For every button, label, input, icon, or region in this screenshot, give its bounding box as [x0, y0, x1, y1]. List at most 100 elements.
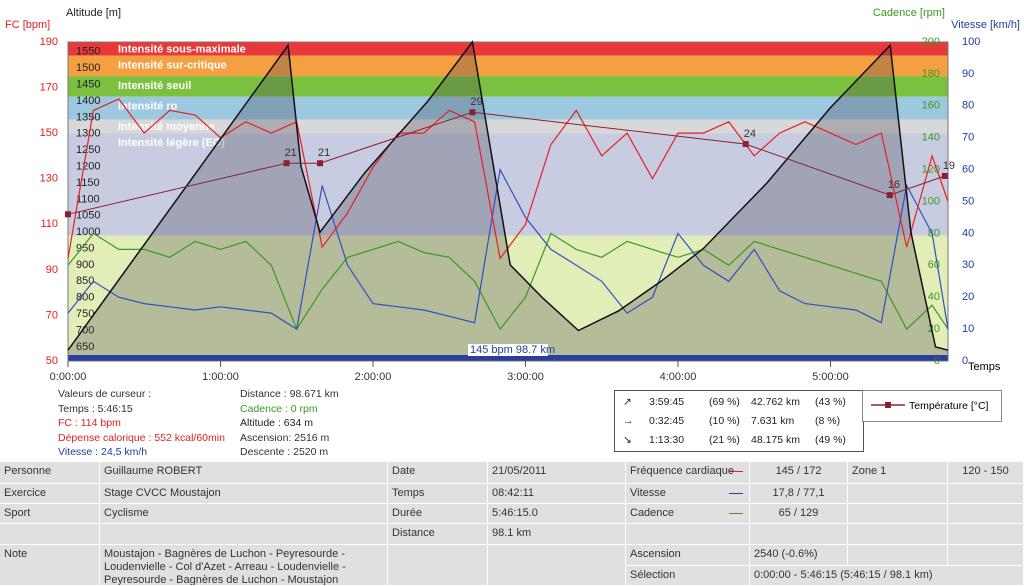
zone-label: Intensité seuil: [118, 80, 191, 92]
table-cell: [948, 545, 1024, 566]
cadence-tick-label: 100: [922, 195, 940, 207]
x-tick-label: 5:00:00: [812, 371, 849, 383]
table-cell: [848, 484, 948, 504]
altitude-tick-label: 1000: [76, 226, 100, 238]
temperature-point: [317, 160, 324, 167]
time-strip: [68, 355, 948, 361]
table-cell: Personne: [0, 462, 100, 484]
annotation-bg: [468, 344, 548, 356]
table-cell: Cyclisme: [100, 504, 388, 524]
fc-tick-label: 130: [40, 173, 58, 185]
stats-value: (8 %): [815, 415, 841, 427]
table-cell: Vitesse: [626, 484, 750, 504]
temperature-label: 19: [943, 160, 955, 172]
altitude-line: [67, 40, 949, 351]
stats-value: 1:13:30: [649, 434, 685, 446]
table-cell: Sélection: [626, 566, 750, 586]
table-cell: [948, 524, 1024, 545]
vitesse-tick-label: 30: [962, 259, 974, 271]
table-cell: 21/05/2011: [488, 462, 626, 484]
vitesse-tick-label: 100: [962, 36, 980, 48]
temperature-label: 29: [470, 96, 482, 108]
legend: Température [°C]: [862, 390, 1002, 422]
x-tick-label: 2:00:00: [355, 371, 392, 383]
table-cell: Temps: [388, 484, 488, 504]
cursor-value: FC : 114 bpm: [58, 417, 121, 429]
fc-tick-label: 110: [40, 218, 58, 230]
vitesse-tick-label: 80: [962, 100, 974, 112]
fc-axis-title: FC [bpm]: [5, 19, 50, 31]
table-cell: 65 / 129: [750, 504, 848, 524]
altitude-axis-title: Altitude [m]: [66, 7, 121, 19]
temperature-label: 21: [318, 147, 330, 159]
stats-value: (21 %): [709, 434, 740, 446]
cursor-value: Ascension: 2516 m: [240, 431, 330, 444]
table-cell: 120 - 150: [948, 462, 1024, 484]
x-tick-label: 3:00:00: [507, 371, 544, 383]
zone-label: Intensité légère (EG): [118, 137, 225, 149]
temperature-point: [65, 211, 71, 218]
vitesse-tick-label: 20: [962, 291, 974, 303]
temperature-label: 16: [888, 179, 900, 191]
vitesse-axis-title: Vitesse [km/h]: [951, 19, 1020, 31]
temperature-point: [469, 109, 476, 116]
temperature-point: [283, 160, 290, 167]
altitude-tick-label: 850: [76, 275, 94, 287]
table-cell: 2540 (-0.6%): [750, 545, 848, 566]
cadence-tick-label: 40: [928, 291, 940, 303]
series-line: [67, 98, 949, 260]
stats-value: ↗: [623, 396, 632, 408]
table-cell: 0:00:00 - 5:46:15 (5:46:15 / 98.1 km): [750, 566, 1024, 586]
altitude-tick-label: 1350: [76, 111, 100, 123]
altitude-tick-label: 900: [76, 259, 94, 271]
fc-tick-label: 170: [40, 81, 58, 93]
table-cell: 5:46:15.0: [488, 504, 626, 524]
altitude-tick-label: 1500: [76, 62, 100, 74]
table-cell: 145 / 172: [750, 462, 848, 484]
cursor-value: Altitude : 634 m: [240, 417, 313, 429]
zone-label: Intensité ro: [118, 101, 178, 113]
series-indicator: [729, 493, 743, 494]
table-cell: Durée: [388, 504, 488, 524]
zone-label: Intensité sur-critique: [118, 60, 227, 72]
altitude-tick-label: 1050: [76, 210, 100, 222]
table-cell: [848, 545, 948, 566]
altitude-tick-label: 1300: [76, 128, 100, 140]
cadence-tick-label: 160: [922, 100, 940, 112]
annotation: 145 bpm 98.7 km: [470, 344, 555, 356]
table-cell: Moustajon - Bagnères de Luchon - Peyreso…: [100, 545, 388, 586]
altitude-tick-label: 1450: [76, 79, 100, 91]
temperature-point: [742, 141, 749, 148]
altitude-tick-label: 1200: [76, 160, 100, 172]
zone: [68, 55, 948, 77]
table-cell: Zone 1: [848, 462, 948, 484]
altitude-tick-label: 1250: [76, 144, 100, 156]
stats-value: (43 %): [815, 396, 846, 408]
vitesse-tick-label: 60: [962, 164, 974, 176]
cadence-axis-title: Cadence [rpm]: [873, 7, 945, 19]
table-cell: [0, 524, 100, 545]
vitesse-tick-label: 90: [962, 68, 974, 80]
vitesse-tick-label: 50: [962, 195, 974, 207]
cadence-tick-label: 140: [922, 132, 940, 144]
altitude-tick-label: 800: [76, 292, 94, 304]
fc-tick-label: 70: [46, 309, 58, 321]
legend-swatch: [871, 402, 905, 408]
altitude-tick-label: 750: [76, 308, 94, 320]
stats-value: (49 %): [815, 434, 846, 446]
table-cell: [948, 504, 1024, 524]
table-cell: Date: [388, 462, 488, 484]
series-indicator: [729, 513, 743, 514]
stats-value: (10 %): [709, 415, 740, 427]
temperature-label: 24: [744, 128, 756, 140]
fc-tick-label: 190: [40, 36, 58, 48]
cadence-tick-label: 180: [922, 68, 940, 80]
series-indicator: [729, 471, 743, 472]
zone: [68, 76, 948, 97]
cadence-tick-label: 0: [934, 355, 940, 367]
cursor-value: Distance : 98.671 km: [240, 388, 339, 400]
temperature-point: [941, 172, 948, 179]
x-tick-label: 4:00:00: [660, 371, 697, 383]
x-axis-title: Temps: [968, 361, 1001, 373]
